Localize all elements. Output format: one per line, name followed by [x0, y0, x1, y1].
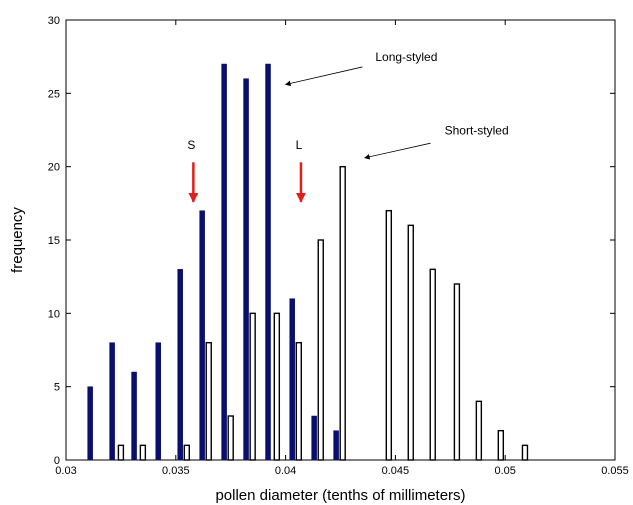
annotation-short-styled-arrow	[364, 142, 431, 160]
bar-long-styled	[87, 386, 93, 461]
x-tick-label: 0.035	[162, 465, 190, 477]
annotation-s-label: S	[187, 138, 195, 152]
bar-short-styled	[497, 429, 505, 461]
bar-short-styled	[117, 444, 125, 461]
bar-short-styled	[205, 341, 212, 461]
bar-short-styled	[227, 415, 234, 461]
bar-long-styled	[131, 371, 137, 461]
bar-long-styled	[333, 430, 339, 461]
bar-short-styled	[249, 312, 256, 461]
y-tick-label: 10	[48, 308, 60, 320]
bar-short-styled	[273, 312, 281, 461]
annotation-l-label: L	[296, 138, 303, 152]
x-axis-label: pollen diameter (tenths of millimeters)	[215, 487, 465, 504]
bar-short-styled	[521, 444, 529, 461]
bar-long-styled	[155, 342, 161, 461]
y-tick-label: 20	[48, 162, 60, 174]
bar-long-styled	[243, 78, 249, 461]
bar-short-styled	[295, 341, 302, 461]
bar-short-styled	[475, 400, 483, 461]
x-tick-label: 0.04	[275, 465, 296, 477]
bar-long-styled	[289, 298, 295, 461]
bar-short-styled	[317, 239, 324, 461]
bar-long-styled	[265, 63, 271, 461]
y-tick-label: 15	[48, 235, 60, 247]
y-axis-label: frequency	[9, 207, 26, 273]
y-tick-label: 0	[54, 455, 60, 467]
y-tick-label: 30	[48, 15, 60, 27]
bar-long-styled	[221, 63, 227, 461]
bar-short-styled	[429, 268, 436, 461]
x-tick-label: 0.045	[382, 465, 410, 477]
y-tick-label: 5	[54, 382, 60, 394]
bar-short-styled	[407, 224, 414, 461]
bar-short-styled	[339, 165, 346, 461]
annotation-long-styled-arrow	[285, 66, 363, 87]
bar-long-styled	[109, 342, 115, 461]
x-tick-label: 0.03	[55, 465, 76, 477]
x-tick-label: 0.05	[494, 465, 515, 477]
annotation-long-styled-label: Long-styled	[375, 50, 437, 64]
bar-long-styled	[199, 210, 205, 461]
x-tick-label: 0.055	[601, 465, 629, 477]
bar-short-styled	[139, 444, 147, 461]
bar-short-styled	[385, 209, 393, 461]
bar-short-styled	[453, 283, 461, 461]
annotation-short-styled-label: Short-styled	[445, 123, 509, 137]
bar-long-styled	[311, 415, 317, 461]
bar-long-styled	[177, 269, 183, 461]
bar-short-styled	[183, 444, 190, 461]
y-tick-label: 25	[48, 88, 60, 100]
